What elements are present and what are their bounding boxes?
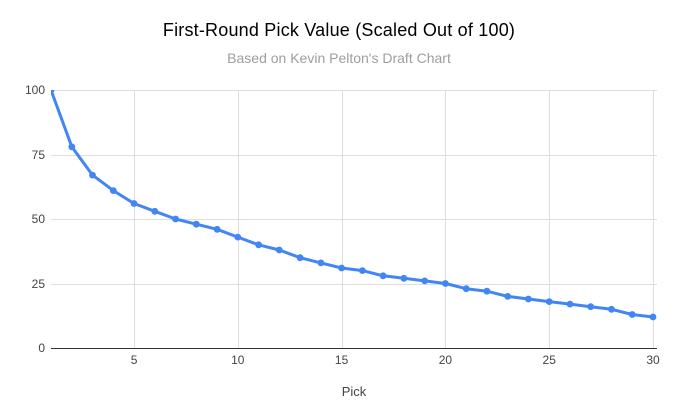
- data-point: [566, 300, 574, 308]
- y-tick-label: 25: [31, 276, 45, 291]
- data-point: [234, 233, 242, 241]
- x-tick-label: 15: [334, 353, 349, 367]
- data-point: [525, 295, 532, 303]
- value-line: [51, 90, 654, 319]
- data-point: [462, 285, 470, 293]
- data-point: [379, 272, 387, 280]
- data-point: [608, 305, 615, 313]
- x-axis-line: [51, 348, 657, 349]
- data-point: [151, 207, 159, 215]
- data-point: [649, 313, 657, 321]
- y-tick-label: 50: [31, 212, 45, 226]
- data-point: [545, 298, 553, 305]
- data-point: [296, 254, 304, 262]
- data-point: [338, 264, 345, 272]
- chart-title: First-Round Pick Value (Scaled Out of 10…: [162, 20, 516, 40]
- x-tick-label: 25: [542, 353, 556, 367]
- data-point: [483, 287, 491, 295]
- data-point: [68, 143, 76, 151]
- data-point: [628, 311, 636, 318]
- data-point: [255, 241, 262, 249]
- data-point: [109, 187, 117, 194]
- y-tick-label: 75: [31, 147, 45, 162]
- data-point: [213, 225, 221, 233]
- x-tick-label: 5: [130, 353, 138, 367]
- data-point: [192, 220, 200, 228]
- data-point: [587, 303, 595, 311]
- plot-area: [51, 90, 657, 348]
- y-tick-label: 0: [38, 341, 45, 355]
- y-tick-label: 100: [24, 83, 45, 97]
- data-point: [130, 200, 138, 207]
- data-point: [317, 259, 325, 267]
- data-point: [89, 171, 96, 179]
- data-point: [400, 274, 408, 282]
- plot-svg: [51, 90, 657, 348]
- data-point: [275, 246, 283, 254]
- x-axis-title: Pick: [341, 384, 367, 399]
- data-point: [359, 267, 366, 274]
- data-point: [172, 215, 179, 223]
- data-point: [442, 280, 449, 287]
- data-point: [51, 90, 55, 94]
- x-tick-label: 30: [646, 353, 660, 367]
- data-point: [504, 293, 512, 300]
- chart-subtitle: Based on Kevin Pelton's Draft Chart: [227, 50, 451, 66]
- data-point: [421, 277, 429, 285]
- x-tick-label: 20: [438, 353, 453, 367]
- x-tick-label: 10: [231, 353, 245, 367]
